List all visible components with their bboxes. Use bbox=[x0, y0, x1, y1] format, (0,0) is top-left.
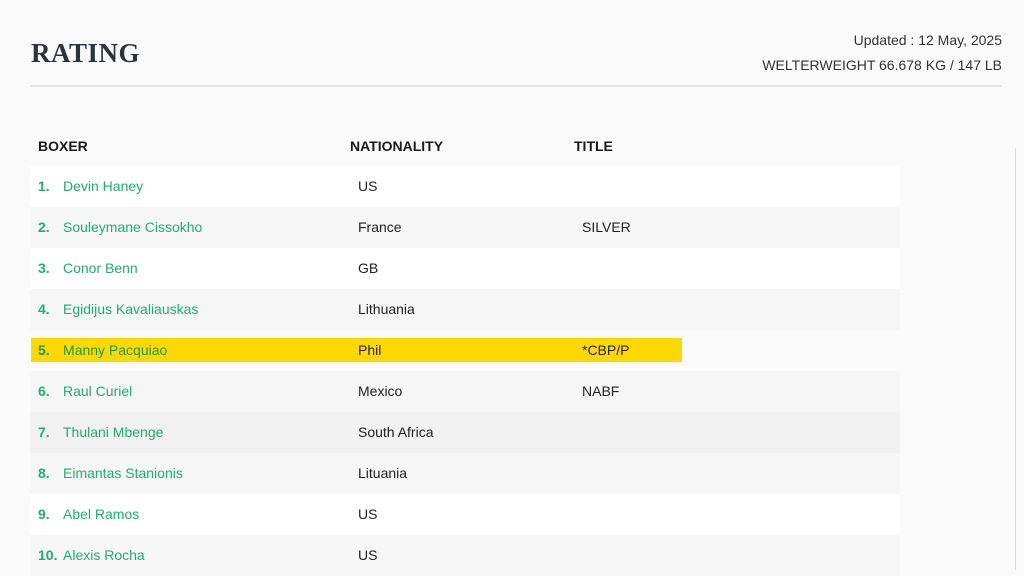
boxer-nationality: Mexico bbox=[358, 383, 403, 399]
weight-division: WELTERWEIGHT 66.678 KG / 147 LB bbox=[762, 57, 1002, 73]
boxer-name-link[interactable]: Thulani Mbenge bbox=[63, 424, 164, 440]
boxer-rank: 4. bbox=[38, 301, 50, 317]
scroll-edge bbox=[1015, 148, 1016, 570]
table-row: 1. Devin Haney US bbox=[30, 166, 900, 207]
boxer-nationality: US bbox=[358, 178, 378, 194]
table-row: 2. Souleymane Cissokho France SILVER bbox=[30, 207, 900, 248]
boxer-nationality: France bbox=[358, 219, 402, 235]
boxer-name-link[interactable]: Devin Haney bbox=[63, 178, 144, 194]
table-row: 8. Eimantas Stanionis Lituania bbox=[30, 453, 900, 494]
boxer-nationality: Lithuania bbox=[358, 301, 415, 317]
boxer-rank: 7. bbox=[38, 424, 50, 440]
boxer-name-link[interactable]: Eimantas Stanionis bbox=[63, 465, 183, 481]
rating-meta: Updated : 12 May, 2025 WELTERWEIGHT 66.6… bbox=[762, 28, 1002, 78]
column-boxer: BOXER bbox=[38, 138, 88, 154]
boxer-nationality: US bbox=[358, 547, 378, 563]
table-row: 3. Conor Benn GB bbox=[30, 248, 900, 289]
table-row: 6. Raul Curiel Mexico NABF bbox=[30, 371, 900, 412]
boxer-name-link[interactable]: Raul Curiel bbox=[63, 383, 133, 399]
table-row: 4. Egidijus Kavaliauskas Lithuania bbox=[30, 289, 900, 330]
boxer-name-link[interactable]: Manny Pacquiao bbox=[63, 342, 168, 358]
boxer-rank: 6. bbox=[38, 383, 50, 399]
table-row: 10. Alexis Rocha US bbox=[30, 535, 900, 576]
divider bbox=[30, 85, 1002, 87]
page-title: RATING bbox=[31, 38, 141, 68]
table-row: 5. Manny Pacquiao Phil *CBP/P bbox=[30, 330, 900, 371]
boxer-title: NABF bbox=[582, 383, 620, 399]
boxer-rank: 2. bbox=[38, 219, 50, 235]
boxer-nationality: GB bbox=[358, 260, 379, 276]
column-nationality: NATIONALITY bbox=[350, 138, 444, 154]
boxer-title: SILVER bbox=[582, 219, 631, 235]
boxer-nationality: Lituania bbox=[358, 465, 408, 481]
table-row: 7. Thulani Mbenge South Africa bbox=[30, 412, 900, 453]
boxer-name-link[interactable]: Alexis Rocha bbox=[63, 547, 145, 563]
table-header: BOXER NATIONALITY TITLE bbox=[30, 136, 900, 156]
updated-date: Updated : 12 May, 2025 bbox=[853, 32, 1002, 48]
boxer-rank: 5. bbox=[38, 342, 50, 358]
table-row: 9. Abel Ramos US bbox=[30, 494, 900, 535]
boxer-name-link[interactable]: Souleymane Cissokho bbox=[63, 219, 203, 235]
boxer-nationality: Phil bbox=[358, 342, 382, 358]
rating-table: 1. Devin Haney US 2. Souleymane Cissokho Fran… bbox=[30, 166, 900, 576]
boxer-rank: 9. bbox=[38, 506, 50, 522]
boxer-name-link[interactable]: Conor Benn bbox=[63, 260, 138, 276]
boxer-nationality: South Africa bbox=[358, 424, 434, 440]
boxer-nationality: US bbox=[358, 506, 378, 522]
boxer-rank: 10. bbox=[38, 547, 58, 563]
boxer-rank: 1. bbox=[38, 178, 50, 194]
boxer-rank: 8. bbox=[38, 465, 50, 481]
boxer-rank: 3. bbox=[38, 260, 50, 276]
highlight-marker bbox=[31, 338, 682, 362]
column-title: TITLE bbox=[574, 138, 613, 154]
boxer-name-link[interactable]: Abel Ramos bbox=[63, 506, 140, 522]
boxer-title: *CBP/P bbox=[582, 342, 630, 358]
boxer-name-link[interactable]: Egidijus Kavaliauskas bbox=[63, 301, 199, 317]
